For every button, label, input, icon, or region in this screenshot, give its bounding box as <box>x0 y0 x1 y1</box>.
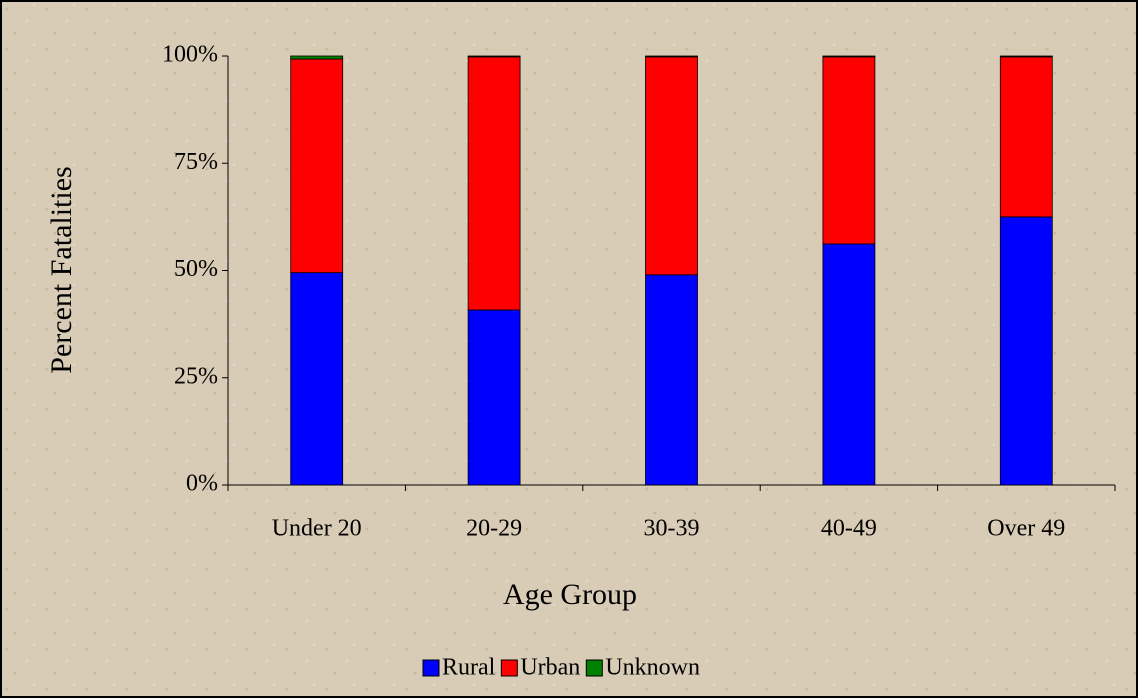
x-tick-label: Over 49 <box>987 516 1065 542</box>
plot-area: 0% 25% 50% 75% 100% Under 20 20-29 30-39 40-49 Ov… <box>162 42 1116 542</box>
bar-segment <box>290 55 344 60</box>
legend-swatch <box>422 659 440 677</box>
legend-swatch <box>585 659 603 677</box>
bar-segment <box>467 56 521 311</box>
bar-segment <box>645 56 698 276</box>
bar-segment <box>645 274 698 486</box>
x-tick-label: 20-29 <box>466 516 522 542</box>
bar-segment <box>467 55 521 58</box>
legend-swatch <box>500 659 518 677</box>
legend: Rural Urban Unknown <box>422 655 700 681</box>
legend-label: Unknown <box>605 655 700 681</box>
bar-segment <box>822 55 876 58</box>
bar-segment <box>290 272 344 486</box>
bar-segment <box>999 216 1053 486</box>
bar-segment <box>822 56 876 245</box>
x-tick-label: 30-39 <box>644 516 700 542</box>
bar-segment <box>999 56 1053 218</box>
y-tick-label: 100% <box>162 42 218 68</box>
legend-label: Rural <box>442 655 496 681</box>
y-tick-label: 25% <box>174 363 218 389</box>
y-axis-title: Percent Fatalities <box>45 166 78 373</box>
y-tick-label: 0% <box>186 471 218 497</box>
x-tick-label: Under 20 <box>272 516 362 542</box>
x-axis-title: Age Group <box>503 578 637 611</box>
bar-segment <box>645 55 698 58</box>
bar-segment <box>822 243 876 486</box>
bar-segment <box>290 58 344 274</box>
bar-segment <box>999 55 1053 58</box>
y-tick-label: 50% <box>174 256 218 282</box>
x-tick-label: 40-49 <box>821 516 877 542</box>
legend-label: Urban <box>520 655 580 681</box>
y-tick-label: 75% <box>174 149 218 175</box>
bar-segment <box>467 309 521 486</box>
